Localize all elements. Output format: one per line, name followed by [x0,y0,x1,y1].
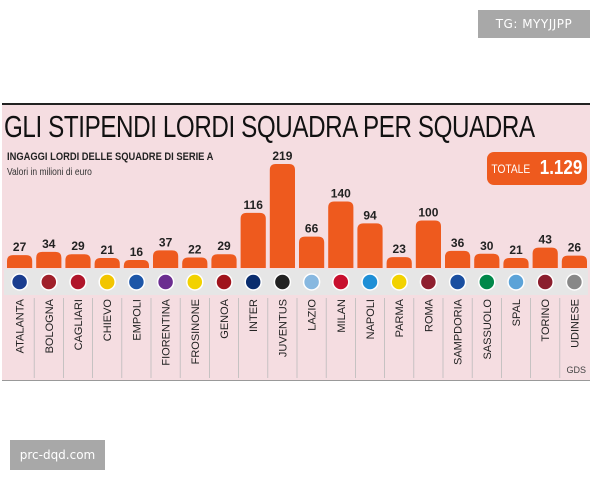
data-label: 100 [418,206,438,220]
logo-strip [4,269,588,295]
chart-subtitle: INGAGGI LORDI DELLE SQUADRE DI SERIE A [7,151,214,163]
bar-chievo [94,258,120,268]
team-logo-icon [40,273,58,291]
bar-sampdoria [445,250,471,268]
team-label: ROMA [423,298,435,332]
data-label: 27 [13,240,27,254]
data-label: 29 [217,239,231,253]
team-logo-icon [10,273,29,291]
source-label: GDS [566,365,586,375]
bar-bologna [36,251,62,268]
bar-fiorentina [153,250,179,268]
team-label: SAMPDORIA [453,298,465,365]
team-logo-icon [186,273,204,291]
team-label: ATALANTA [15,298,27,353]
data-label: 219 [272,149,292,163]
data-label: 22 [188,243,202,257]
bar-napoli [357,223,383,268]
team-logo-icon [536,273,554,291]
data-label: 26 [568,241,582,255]
bar-empoli [123,260,149,268]
bar-parma [386,257,412,268]
data-label: 21 [509,243,523,257]
bar-lazio [299,236,325,268]
team-label: SASSUOLO [482,299,494,360]
team-logo-icon [215,273,233,291]
bar-spal [503,258,529,268]
total-value: 1.129 [540,157,583,179]
team-label: CAGLIARI [73,299,85,350]
total-badge: TOTALE 1.129 [487,152,587,185]
data-label: 23 [393,242,407,256]
team-logo-icon [69,273,87,291]
data-label: 21 [101,243,115,257]
bar-udinese [561,255,587,268]
data-label: 116 [244,198,264,212]
team-logo-icon [302,273,321,291]
team-logo-icon [448,273,467,291]
team-logo-icon [478,273,496,291]
team-label: FROSINONE [190,299,202,364]
total-label: TOTALE [491,161,530,176]
data-label: 66 [305,222,319,236]
chart-title: GLI STIPENDI LORDI SQUADRA PER SQUADRA [4,109,535,144]
team-label: TORINO [540,299,552,342]
team-logo-icon [565,273,584,291]
team-logo-icon [244,273,262,291]
team-logo-icon [273,273,292,291]
team-label: NAPOLI [365,299,377,339]
team-label: JUVENTUS [277,299,289,357]
team-label: EMPOLI [131,299,143,341]
team-logo-icon [98,273,116,291]
bar-inter [240,212,266,268]
bar-torino [532,247,558,268]
bar-atalanta [7,255,33,268]
data-label: 29 [71,239,85,253]
team-logo-icon [507,273,525,291]
team-logo-icon [127,273,146,291]
team-label: BOLOGNA [44,298,56,353]
infographic-panel: GLI STIPENDI LORDI SQUADRA PER SQUADRA I… [2,103,590,381]
bar-cagliari [65,254,91,268]
data-label: 140 [331,187,351,201]
data-label: 16 [130,245,144,259]
data-label: 30 [480,239,494,253]
data-label: 43 [539,233,553,247]
team-logo-icon [332,273,350,291]
data-label: 36 [451,236,465,250]
team-label: PARMA [394,298,406,337]
team-logo-icon [361,273,379,291]
team-label: FIORENTINA [161,298,173,365]
bar-genoa [211,254,237,268]
team-label: UDINESE [569,299,581,348]
team-logo-icon [390,273,408,291]
unit-note: Valori in milioni di euro [7,167,92,178]
bar-milan [328,201,354,268]
team-label: SPAL [511,299,523,326]
watermark-top: TG: MYYJJPP [478,10,590,38]
data-label: 94 [363,208,377,222]
bar-juventus [269,163,295,268]
data-label: 37 [159,235,173,249]
watermark-bottom: prc-dqd.com [10,440,105,470]
team-label: GENOA [219,298,231,338]
bar-roma [415,220,441,268]
team-logo-icon [156,273,175,291]
team-label: CHIEVO [102,299,114,342]
team-label: INTER [248,299,260,332]
data-label: 34 [42,237,56,251]
team-label: LAZIO [307,299,319,331]
team-logo-icon [419,273,438,291]
bar-sassuolo [474,253,500,268]
bar-frosinone [182,257,208,268]
team-label: MILAN [336,299,348,333]
bar-chart: 27 ATALANTA 34 BOLOGNA 29 CAGLIARI 21 CHIEVO 16 E… [4,149,588,378]
